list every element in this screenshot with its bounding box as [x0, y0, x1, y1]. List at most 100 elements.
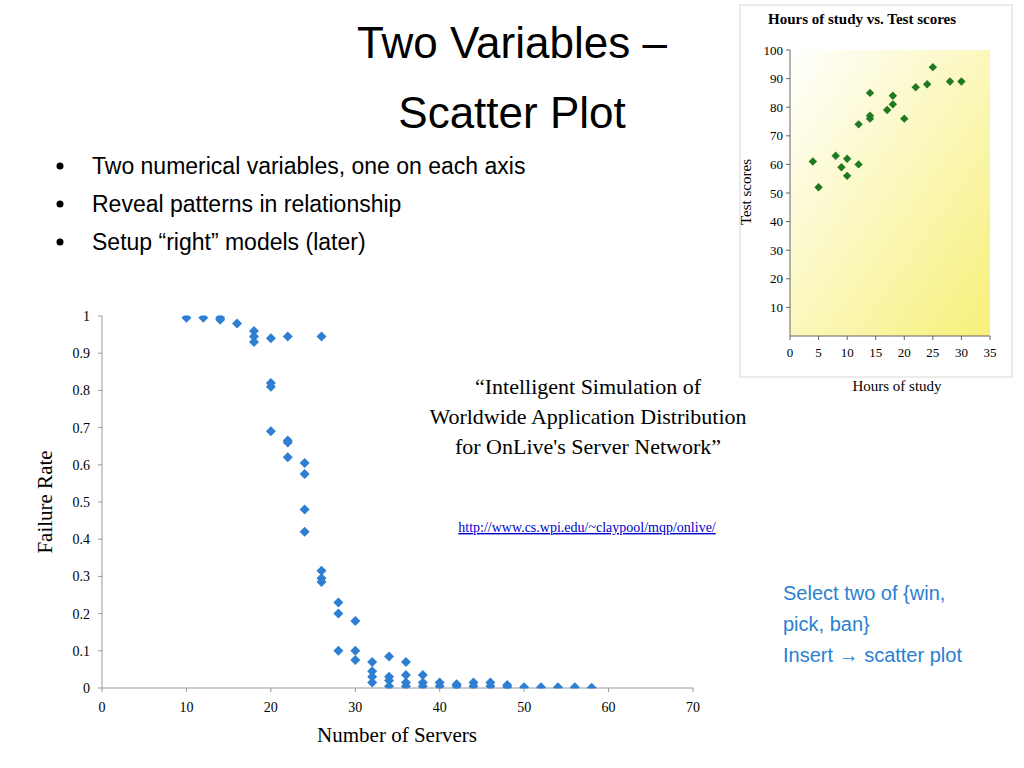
x-tick-label: 5 — [815, 345, 822, 360]
point — [900, 114, 908, 122]
y-tick-label: 50 — [770, 186, 783, 201]
point — [502, 682, 512, 689]
x-tick — [355, 688, 356, 692]
point — [889, 100, 897, 108]
point — [317, 331, 327, 341]
y-tick — [786, 307, 790, 308]
point — [283, 452, 293, 462]
x-tick-label: 20 — [264, 700, 278, 715]
point — [536, 682, 546, 688]
point — [249, 337, 259, 347]
x-tick — [990, 336, 991, 340]
y-tick — [98, 688, 102, 689]
y-tick — [786, 50, 790, 51]
slide-title: Two Variables – — [357, 18, 667, 67]
point — [912, 83, 920, 91]
y-tick-label: 70 — [770, 128, 783, 143]
plot-area — [790, 50, 990, 336]
y-tick-label: 0.1 — [73, 644, 91, 659]
point — [215, 316, 225, 323]
point — [283, 437, 293, 447]
point — [401, 681, 411, 688]
point — [889, 92, 897, 100]
y-tick — [98, 464, 102, 465]
x-tick-label: 25 — [926, 345, 939, 360]
bullet-dot — [57, 239, 64, 246]
x-tick-label: 30 — [348, 700, 362, 715]
y-tick-label: 20 — [770, 271, 783, 286]
citation: “Intelligent Simulation of — [475, 374, 702, 399]
point — [946, 77, 954, 85]
point — [300, 469, 310, 479]
point — [866, 89, 874, 97]
y-tick-label: 0.6 — [73, 458, 91, 473]
instruction-text: Select two of {win, — [783, 582, 945, 604]
citation: for OnLive's Server Network” — [455, 434, 721, 459]
point — [367, 657, 377, 667]
x-tick — [270, 688, 271, 692]
bullet-dot — [57, 201, 64, 208]
point — [232, 318, 242, 328]
point — [350, 655, 360, 665]
x-tick — [961, 336, 962, 340]
x-tick-label: 35 — [984, 345, 997, 360]
x-tick — [608, 688, 609, 692]
y-tick — [786, 107, 790, 108]
chart-title: Hours of study vs. Test scores — [768, 11, 956, 27]
x-tick — [524, 688, 525, 692]
point — [837, 163, 845, 171]
y-tick — [786, 135, 790, 136]
point — [266, 426, 276, 436]
point — [883, 106, 891, 114]
x-tick-label: 60 — [602, 700, 616, 715]
instruction-text: pick, ban} — [783, 613, 870, 635]
y-tick-label: 0 — [83, 681, 90, 696]
x-axis-title: Hours of study — [852, 378, 942, 394]
point — [570, 682, 580, 688]
point — [350, 646, 360, 656]
point — [435, 681, 445, 688]
point — [300, 527, 310, 537]
point — [854, 120, 862, 128]
x-tick-label: 20 — [898, 345, 911, 360]
chart: 05101520253035102030405060708090100Hours… — [738, 5, 1012, 394]
x-tick — [818, 336, 819, 340]
y-tick — [786, 164, 790, 165]
y-tick — [98, 316, 102, 317]
bullet-text: Reveal patterns in relationship — [92, 191, 401, 217]
point — [300, 458, 310, 468]
point — [553, 682, 563, 688]
bullet-text: Two numerical variables, one on each axi… — [92, 153, 525, 179]
url-link[interactable]: http://www.cs.wpi.edu/~claypool/mqp/onli… — [458, 520, 716, 535]
point — [384, 651, 394, 661]
point — [401, 657, 411, 667]
y-tick — [98, 650, 102, 651]
y-tick — [98, 613, 102, 614]
y-tick — [98, 539, 102, 540]
point — [843, 172, 851, 180]
x-tick-label: 10 — [179, 700, 193, 715]
point — [832, 152, 840, 160]
y-tick-label: 0.5 — [73, 495, 91, 510]
y-tick-label: 80 — [770, 100, 783, 115]
y-tick-label: 0.4 — [73, 532, 91, 547]
y-tick — [786, 278, 790, 279]
point — [809, 157, 817, 165]
y-tick-label: 10 — [770, 300, 783, 315]
point — [300, 504, 310, 514]
point — [198, 316, 208, 323]
x-tick — [102, 688, 103, 692]
points — [181, 316, 596, 689]
bullet-dot — [57, 163, 64, 170]
y-tick-label: 0.2 — [73, 607, 91, 622]
point — [843, 154, 851, 162]
y-tick — [786, 193, 790, 194]
y-tick-label: 30 — [770, 243, 783, 258]
x-tick-label: 30 — [955, 345, 968, 360]
point — [333, 646, 343, 656]
y-tick — [98, 576, 102, 577]
point — [266, 333, 276, 343]
point — [333, 609, 343, 619]
y-tick-label: 90 — [770, 71, 783, 86]
y-axis-title: Test scores — [738, 159, 754, 225]
